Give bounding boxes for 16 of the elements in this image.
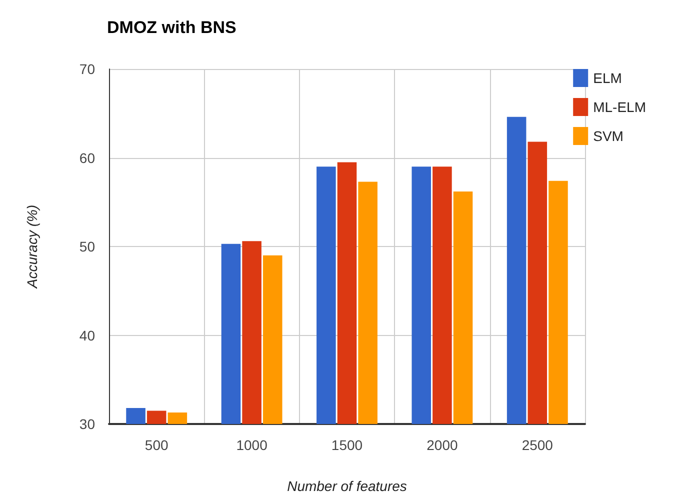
x-tick-label: 2000 [426, 437, 458, 453]
y-tick-label: 30 [79, 416, 96, 432]
x-tick-label: 1000 [236, 437, 268, 453]
legend-label: ML-ELM [593, 99, 646, 115]
legend-label: SVM [593, 128, 624, 144]
chart-title: DMOZ with BNS [107, 18, 236, 37]
y-tick-label: 70 [79, 61, 96, 77]
legend-label: ELM [593, 70, 622, 86]
x-axis-title: Number of features [287, 478, 407, 494]
y-axis-title: Accuracy (%) [24, 204, 40, 290]
x-tick-label: 500 [144, 437, 168, 453]
x-tick-label: 1500 [331, 437, 363, 453]
y-tick-label: 50 [79, 238, 96, 254]
y-tick-label: 40 [79, 327, 96, 344]
x-tick-label: 2500 [522, 437, 554, 453]
y-tick-label: 60 [79, 150, 96, 166]
